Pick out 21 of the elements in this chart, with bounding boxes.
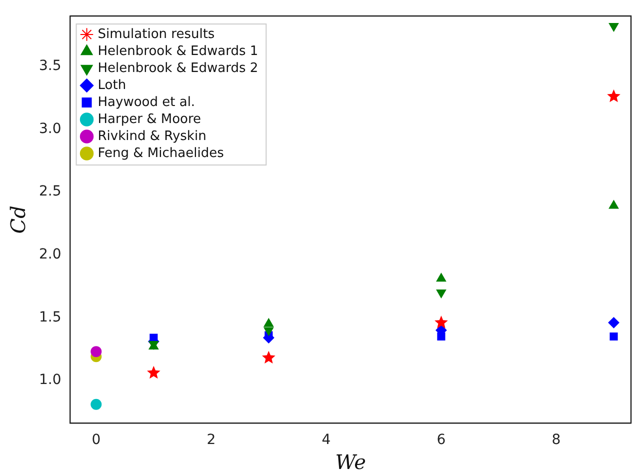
- y-tick-label: 3.0: [39, 120, 62, 137]
- legend-label: Helenbrook & Edwards 1: [98, 44, 258, 59]
- y-tick-label: 2.0: [39, 246, 62, 262]
- x-tick-label: 8: [552, 432, 561, 448]
- legend-label: Feng & Michaelides: [98, 146, 224, 161]
- legend-label: Haywood et al.: [98, 94, 196, 110]
- legend-label: Helenbrook & Edwards 2: [98, 60, 258, 76]
- x-tick-label: 4: [322, 432, 331, 448]
- legend-label: Harper & Moore: [98, 112, 202, 127]
- y-tick-label: 1.5: [39, 309, 62, 326]
- legend-label: Rivkind & Ryskin: [98, 128, 206, 144]
- y-tick-label: 2.5: [39, 184, 62, 200]
- y-axis-title: Cd: [6, 206, 30, 234]
- y-tick-label: 1.0: [39, 372, 62, 388]
- x-tick-label: 2: [206, 432, 216, 448]
- y-tick-label: 3.5: [39, 58, 62, 74]
- legend-label: Simulation results: [98, 26, 215, 42]
- x-tick-label: 6: [436, 432, 446, 448]
- x-axis-title: We: [335, 450, 366, 474]
- legend-label: Loth: [98, 78, 126, 93]
- x-tick-label: 0: [92, 432, 101, 448]
